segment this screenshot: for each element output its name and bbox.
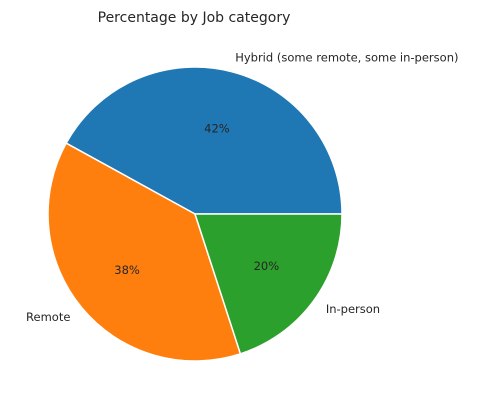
pie-slice-hybrid-some-remote-some-in-person	[65, 66, 343, 215]
pie-category-label: In-person	[326, 302, 380, 316]
pie-slice-in-person	[194, 213, 343, 355]
pie-slice-remote	[47, 142, 242, 362]
pie-value-label: 42%	[204, 122, 230, 136]
pie-slices	[47, 66, 343, 362]
pie-value-label: 38%	[114, 263, 140, 277]
pie-value-label: 20%	[254, 259, 280, 273]
pie-category-label: Hybrid (some remote, some in-person)	[235, 50, 458, 64]
chart-title: Percentage by Job category	[98, 10, 291, 26]
pie-category-label: Remote	[26, 310, 70, 324]
pie-labels: 42% Hybrid (some remote, some in-person) 3…	[26, 50, 458, 324]
